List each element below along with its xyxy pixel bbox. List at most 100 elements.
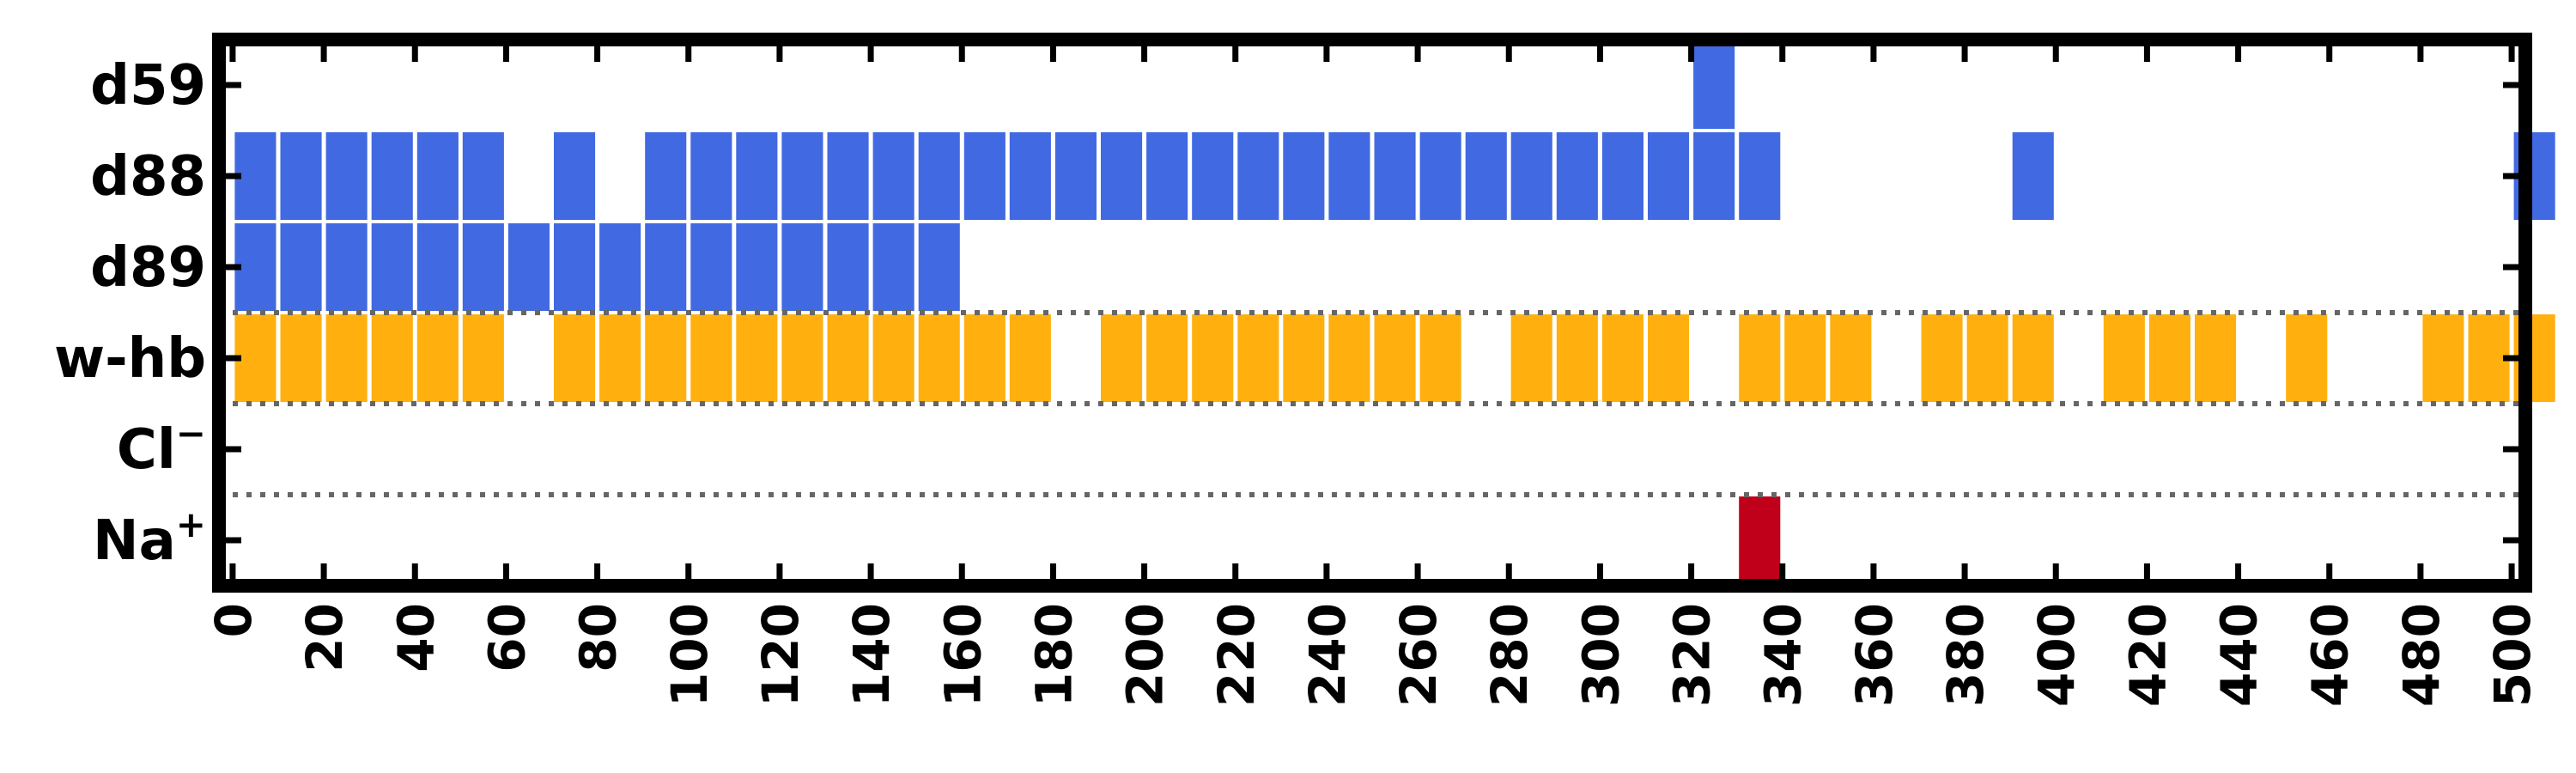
bar-d88-240 (1328, 132, 1370, 220)
bar-d89-100 (690, 223, 732, 311)
bar-w-hb-0 (234, 314, 276, 402)
x-tick-label-440: 440 (2210, 603, 2269, 707)
bar-d89-0 (234, 223, 276, 311)
x-tick-label-60: 60 (477, 603, 536, 673)
x-tick-label-240: 240 (1298, 603, 1357, 707)
bar-d88-180 (1054, 132, 1097, 220)
bar-d88-250 (1374, 132, 1416, 220)
bar-d89-10 (280, 223, 322, 311)
y-label-d89: d89 (90, 236, 206, 300)
bar-w-hb-40 (416, 314, 459, 402)
bar-d89-130 (827, 223, 869, 311)
bar-d89-120 (781, 223, 823, 311)
bar-w-hb-480 (2422, 314, 2464, 402)
bar-na-330 (1739, 496, 1781, 584)
bar-w-hb-310 (1648, 314, 1690, 402)
bar-d88-20 (325, 132, 368, 220)
y-label-na: Na+ (93, 503, 206, 573)
bar-w-hb-220 (1237, 314, 1279, 402)
bar-w-hb-410 (2103, 314, 2145, 402)
bar-d88-390 (2012, 132, 2054, 220)
occupancy-bars (234, 41, 2555, 584)
bar-d88-320 (1693, 132, 1735, 220)
bar-d88-40 (416, 132, 459, 220)
bar-d88-210 (1192, 132, 1234, 220)
bar-d89-70 (554, 223, 596, 311)
x-axis-tick-labels: 0 20 40 60 80 100 120 140 160 180 200 220 240 260 280 3… (204, 603, 2542, 707)
bar-d88-190 (1101, 132, 1143, 220)
bar-w-hb-280 (1510, 314, 1552, 402)
bar-w-hb-110 (736, 314, 778, 402)
bar-w-hb-240 (1328, 314, 1370, 402)
bar-d89-80 (599, 223, 641, 311)
x-tick-label-300: 300 (1571, 603, 1630, 707)
bar-d88-10 (280, 132, 322, 220)
x-tick-label-220: 220 (1207, 603, 1266, 707)
bar-w-hb-70 (554, 314, 596, 402)
bar-w-hb-20 (325, 314, 368, 402)
bar-w-hb-170 (1009, 314, 1051, 402)
y-label-d59: d59 (90, 54, 206, 118)
x-tick-label-120: 120 (751, 603, 810, 707)
bar-w-hb-260 (1419, 314, 1461, 402)
bar-d88-270 (1465, 132, 1507, 220)
bar-d89-110 (736, 223, 778, 311)
bar-w-hb-490 (2468, 314, 2510, 402)
bar-d89-20 (325, 223, 368, 311)
bar-d88-30 (371, 132, 413, 220)
bar-w-hb-390 (2012, 314, 2054, 402)
bar-w-hb-200 (1146, 314, 1188, 402)
bar-d88-160 (963, 132, 1005, 220)
bar-d89-90 (645, 223, 687, 311)
x-tick-label-0: 0 (204, 603, 263, 637)
bar-w-hb-230 (1283, 314, 1325, 402)
bar-w-hb-140 (872, 314, 914, 402)
bar-w-hb-210 (1192, 314, 1234, 402)
bar-w-hb-290 (1556, 314, 1598, 402)
bar-d88-70 (554, 132, 596, 220)
x-tick-label-320: 320 (1663, 603, 1722, 707)
x-tick-label-280: 280 (1480, 603, 1539, 707)
y-label-d88: d88 (90, 145, 206, 209)
bar-d88-50 (462, 132, 504, 220)
bar-w-hb-430 (2195, 314, 2237, 402)
x-tick-label-380: 380 (1936, 603, 1995, 707)
bar-w-hb-50 (462, 314, 504, 402)
bar-d88-140 (872, 132, 914, 220)
bar-w-hb-150 (918, 314, 960, 402)
bar-w-hb-10 (280, 314, 322, 402)
x-tick-label-140: 140 (842, 603, 901, 707)
bar-d59-320 (1693, 41, 1735, 129)
bar-d89-140 (872, 223, 914, 311)
bar-w-hb-80 (599, 314, 641, 402)
bar-d88-330 (1739, 132, 1781, 220)
x-tick-label-40: 40 (386, 603, 445, 673)
bar-d88-130 (827, 132, 869, 220)
bar-d89-40 (416, 223, 459, 311)
bar-w-hb-250 (1374, 314, 1416, 402)
bar-w-hb-380 (1966, 314, 2008, 402)
bar-d88-170 (1009, 132, 1051, 220)
x-tick-label-260: 260 (1389, 603, 1448, 707)
bar-w-hb-190 (1101, 314, 1143, 402)
bar-w-hb-420 (2148, 314, 2190, 402)
bar-w-hb-300 (1601, 314, 1643, 402)
plot-frame (212, 33, 2532, 593)
x-tick-label-180: 180 (1024, 603, 1083, 707)
bar-d88-230 (1283, 132, 1325, 220)
bar-w-hb-130 (827, 314, 869, 402)
x-tick-label-500: 500 (2483, 603, 2542, 707)
x-tick-label-80: 80 (569, 603, 628, 673)
bar-d89-60 (507, 223, 550, 311)
bar-w-hb-120 (781, 314, 823, 402)
bar-d88-0 (234, 132, 276, 220)
x-tick-label-400: 400 (2027, 603, 2086, 707)
bar-w-hb-30 (371, 314, 413, 402)
bar-d88-110 (736, 132, 778, 220)
x-tick-label-360: 360 (1845, 603, 1904, 707)
bar-d89-150 (918, 223, 960, 311)
bar-w-hb-340 (1784, 314, 1826, 402)
bar-w-hb-100 (690, 314, 732, 402)
bar-d89-50 (462, 223, 504, 311)
